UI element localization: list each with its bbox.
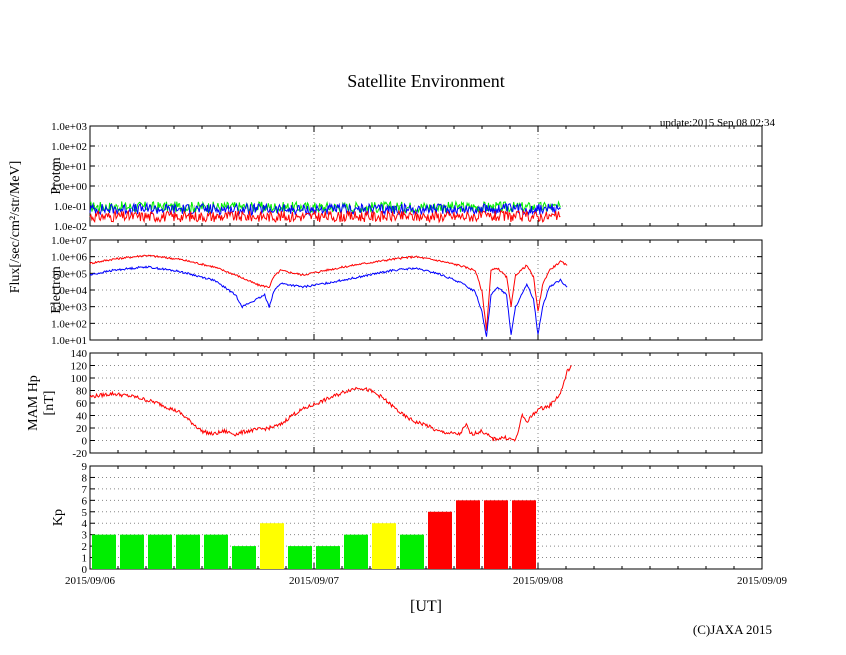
shared-flux-ylabel: Flux[/sec/cm²/str/MeV]: [8, 161, 23, 294]
y-tick-label: 1.0e+05: [51, 268, 87, 280]
y-tick-label: 7: [82, 484, 88, 496]
kp-bar: [148, 534, 172, 569]
y-tick-label: 5: [82, 507, 88, 519]
series-line-red: [89, 365, 572, 442]
y-tick-label: 1.0e+03: [51, 302, 87, 314]
kp-bar: [344, 534, 368, 569]
panel-ylabel: Proton: [49, 157, 64, 194]
y-tick-label: -20: [72, 448, 87, 460]
panel-ylabel: Electron: [49, 266, 64, 313]
panel-electron: 1.0e+01 1.0e+02 1.0e+03 1.0e+04 1.0e+05 1.0e+…: [49, 235, 763, 347]
panel-ylabel: Kp: [51, 509, 66, 526]
y-tick-label: 4: [82, 518, 88, 530]
y-tick-label: 120: [71, 361, 88, 373]
copyright-text: (C)JAXA 2015: [693, 622, 772, 637]
y-tick-label: 0: [82, 564, 88, 576]
panel-ylabel: MAM Hp: [26, 375, 41, 431]
x-axis-label: [UT]: [410, 598, 442, 615]
kp-bar: [484, 500, 508, 569]
y-tick-label: 0: [82, 436, 88, 448]
x-tick-labels: 2015/09/06 2015/09/07 2015/09/08 2015/09/09: [65, 575, 788, 587]
x-tick-label: 2015/09/08: [513, 575, 564, 587]
y-tick-label: 140: [71, 348, 88, 360]
y-tick-label: 1: [82, 553, 88, 565]
y-tick-label: 8: [82, 472, 88, 484]
kp-bar: [176, 534, 200, 569]
kp-bar: [400, 534, 424, 569]
y-tick-label: 100: [71, 373, 88, 385]
kp-bar: [120, 534, 144, 569]
y-tick-label: 80: [76, 386, 88, 398]
series-line-red: [89, 209, 561, 224]
y-tick-label: 1.0e+04: [51, 285, 87, 297]
kp-bar: [428, 511, 452, 569]
y-tick-label: 1.0e+06: [51, 252, 87, 264]
kp-bar: [316, 546, 340, 569]
update-timestamp: update:2015 Sep 08 02:34: [660, 117, 776, 129]
kp-bar: [204, 534, 228, 569]
panel-ylabel: [nT]: [42, 391, 57, 416]
y-tick-label: 9: [82, 461, 88, 473]
panels-group: 1.0e-021.0e-011.0e+001.0e+011.0e+021.0e+…: [26, 121, 763, 576]
x-tick-label: 2015/09/06: [65, 575, 116, 587]
y-tick-label: 60: [76, 398, 88, 410]
kp-bar: [92, 534, 116, 569]
x-tick-label: 2015/09/07: [289, 575, 340, 587]
y-tick-label: 1.0e+01: [51, 335, 87, 347]
y-tick-label: 1.0e-01: [54, 201, 87, 213]
y-tick-label: 20: [76, 423, 88, 435]
kp-bar: [456, 500, 480, 569]
series-line-blue: [89, 265, 568, 337]
y-tick-label: 1.0e+07: [51, 235, 87, 247]
y-tick-label: 2: [82, 541, 88, 553]
y-tick-label: 1.0e+01: [51, 161, 87, 173]
y-tick-label: 1.0e+02: [51, 141, 87, 153]
panel-proton: 1.0e-02 1.0e-01 1.0e+00 1.0e+01 1.0e+02 1.0e+…: [49, 121, 763, 233]
kp-bar: [512, 500, 536, 569]
kp-bar: [288, 546, 312, 569]
series-line-red: [89, 254, 568, 331]
y-tick-label: 6: [82, 495, 88, 507]
y-tick-label: 1.0e+03: [51, 121, 87, 133]
x-tick-label: 2015/09/09: [737, 575, 788, 587]
chart-title: Satellite Environment: [347, 71, 504, 91]
kp-bar: [232, 546, 256, 569]
kp-bar: [260, 523, 284, 569]
kp-bar: [372, 523, 396, 569]
y-tick-label: 1.0e+00: [51, 181, 87, 193]
y-tick-label: 40: [76, 411, 88, 423]
y-tick-label: 1.0e-02: [54, 221, 87, 233]
y-tick-label: 1.0e+02: [51, 318, 87, 330]
y-tick-label: 3: [82, 530, 88, 542]
